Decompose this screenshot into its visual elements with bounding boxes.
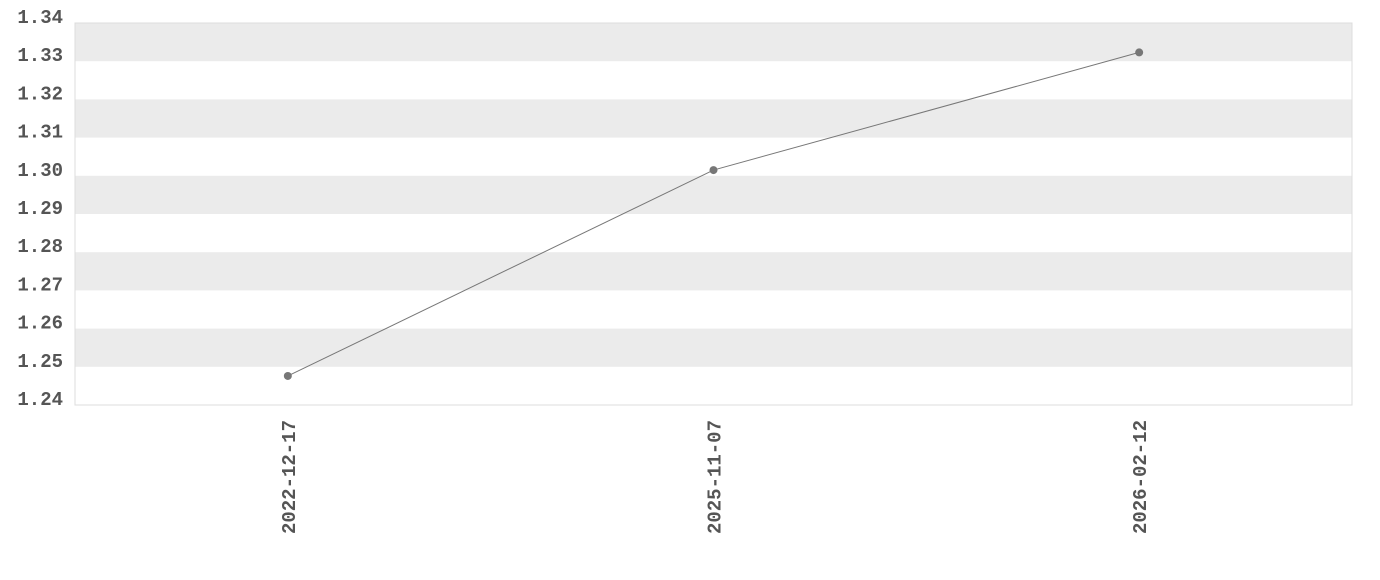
grid-band [75,23,1352,62]
series-line-group [283,48,1144,380]
data-point[interactable] [283,371,292,380]
grid-band [75,175,1352,214]
grid-band [75,328,1352,367]
y-tick-label: 1.30 [17,160,63,182]
x-tick-label: 2022-12-17 [279,420,301,534]
grid-bands [75,23,1352,367]
x-tick-label: 2026-02-12 [1130,420,1152,534]
y-tick-label: 1.32 [17,83,63,105]
y-tick-label: 1.33 [17,45,63,67]
y-tick-label: 1.25 [17,351,63,373]
y-tick-label: 1.34 [17,7,63,29]
y-axis-ticks: 1.24 1.25 1.26 1.27 1.28 1.29 1.30 1.31 1.32 1.33… [17,7,63,411]
x-axis-ticks: 2022-12-17 2025-11-07 2026-02-12 [279,420,1152,534]
y-tick-label: 1.28 [17,236,63,258]
data-point[interactable] [1135,48,1144,57]
grid-band [75,252,1352,291]
y-tick-label: 1.29 [17,198,63,220]
data-point[interactable] [709,166,718,175]
y-tick-label: 1.26 [17,313,63,335]
y-tick-label: 1.31 [17,122,63,144]
x-tick-label: 2025-11-07 [705,420,727,534]
grid-band [75,99,1352,138]
y-tick-label: 1.24 [17,389,63,411]
plot-area-border [74,22,1353,406]
y-tick-label: 1.27 [17,274,63,296]
